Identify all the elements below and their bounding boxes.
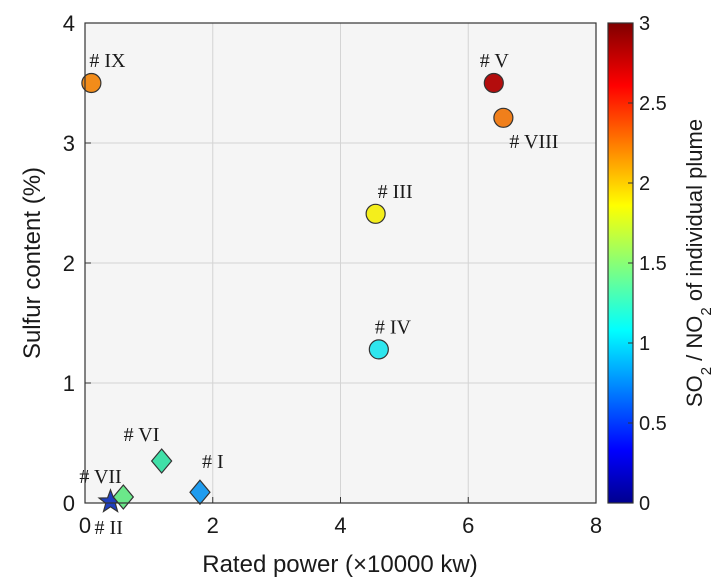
colorbar-tick-label: 1 — [639, 333, 650, 355]
colorbar-title-so: SO — [682, 375, 707, 407]
x-tick-label: 0 — [79, 513, 91, 538]
colorbar-tick-label: 3 — [639, 13, 650, 35]
colorbar-tick-label: 1.5 — [639, 253, 667, 275]
point-label: # VIII — [509, 131, 558, 153]
point-label: # V — [480, 50, 510, 72]
point-circle-marker — [81, 72, 102, 94]
point-label: # III — [378, 181, 413, 203]
y-axis-title: Sulfur content (%) — [19, 167, 46, 359]
colorbar-title-sub1: 2 — [698, 367, 715, 375]
point-circle-marker — [365, 203, 386, 224]
x-tick-label: 8 — [590, 513, 602, 538]
grid-lines — [85, 23, 596, 503]
point-diamond-marker — [189, 479, 211, 506]
y-tick-label: 4 — [63, 11, 75, 36]
colorbar-title-rest: of individual plume — [682, 119, 707, 307]
x-tick-label: 2 — [207, 513, 219, 538]
y-tick-label: 3 — [63, 131, 75, 156]
colorbar-tick-label: 0.5 — [639, 413, 667, 435]
colorbar-tick-label: 0 — [639, 493, 650, 515]
x-tick-label: 4 — [334, 513, 346, 538]
colorbar-tick-labels: 0 0.5 1 1.5 2 2.5 3 — [628, 13, 667, 515]
y-tick-label: 0 — [63, 491, 75, 516]
point-label: # IX — [89, 50, 126, 72]
point-label: # VI — [124, 424, 160, 446]
x-tick-label: 6 — [462, 513, 474, 538]
y-tick-label: 1 — [63, 371, 75, 396]
point-label: # I — [202, 451, 224, 473]
y-tick-label: 2 — [63, 251, 75, 276]
point-circle-marker — [368, 339, 389, 360]
point-label: # II — [95, 517, 123, 539]
colorbar-title: SO2 / NO2 of individual plume — [682, 119, 715, 407]
data-points: # I # II # III # IV # V # VI# VII # VIII # IX — [79, 50, 558, 539]
point-diamond-marker — [150, 448, 173, 474]
colorbar-title-no: / NO — [682, 316, 707, 367]
x-axis-title: Rated power (×10000 kw) — [202, 551, 477, 578]
colorbar-title-sub2: 2 — [698, 307, 715, 315]
point-circle-marker — [483, 72, 504, 94]
point-label: # VII — [79, 466, 121, 488]
colorbar-tick-label: 2 — [639, 173, 650, 195]
colorbar-tick-label: 2.5 — [639, 93, 667, 115]
point-label: # IV — [375, 316, 412, 338]
point-circle-marker — [493, 107, 514, 128]
axis-tick-labels: 0 2 4 6 8 0 1 2 3 4 — [63, 11, 602, 538]
